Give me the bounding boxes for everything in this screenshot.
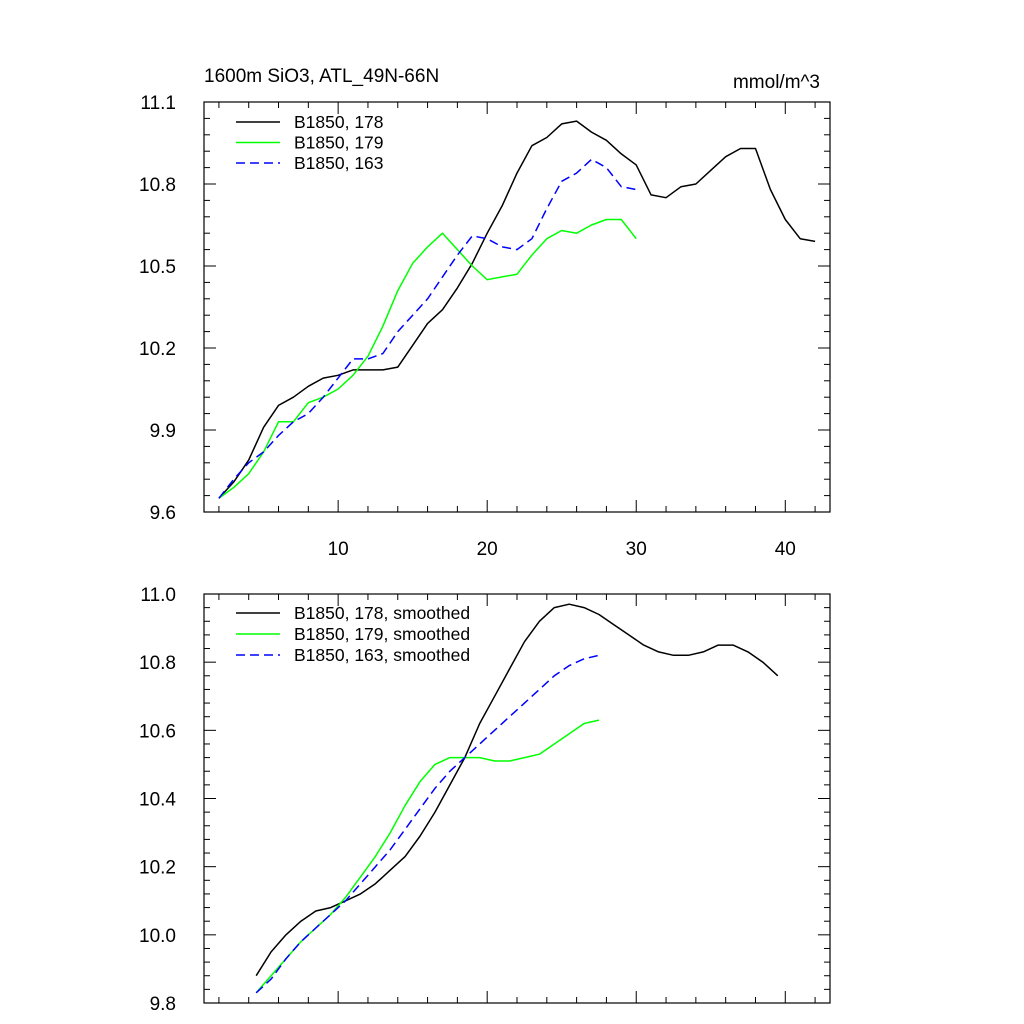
legend-label: B1850, 163	[294, 153, 384, 173]
y-tick-label: 10.0	[139, 926, 176, 947]
y-tick-label: 10.8	[139, 653, 176, 674]
legend-label: B1850, 179, smoothed	[294, 624, 470, 644]
legend-label: B1850, 179	[294, 133, 384, 153]
y-tick-label: 11.1	[140, 93, 176, 114]
series-line-1	[218, 120, 816, 499]
series-line-2	[255, 719, 600, 994]
series-line-3	[255, 654, 600, 994]
chart-panel-1: 10 20 30 40 9.6 9.9 10.2 10.5 10.8 11.1 1600m SiO3…	[139, 66, 831, 560]
legend-label: B1850, 163, smoothed	[294, 645, 470, 665]
units-label: mmol/m^3	[733, 72, 820, 93]
y-tick-label: 10.8	[139, 175, 176, 196]
series-line-2	[218, 218, 637, 499]
legend-label: B1850, 178	[294, 112, 384, 132]
x-tick-label: 30	[626, 539, 647, 560]
chart-title: 1600m SiO3, ATL_49N-66N	[204, 66, 439, 87]
y-tick-label: 9.8	[150, 994, 176, 1015]
y-tick-label: 11.0	[140, 585, 176, 606]
y-tick-label: 10.5	[139, 257, 176, 278]
legend-label: B1850, 178, smoothed	[294, 603, 470, 623]
y-tick-label: 10.2	[139, 858, 176, 879]
y-tick-label: 10.6	[139, 721, 176, 742]
x-tick-label: 20	[477, 539, 498, 560]
x-tick-label: 40	[775, 539, 796, 560]
y-tick-label: 9.6	[150, 503, 176, 524]
series-line-1	[255, 603, 779, 977]
chart-panel-2: 9.8 10.0 10.2 10.4 10.6 10.8 11.0 B1850, 178, s…	[139, 585, 831, 1015]
y-tick-label: 9.9	[150, 421, 176, 442]
series-line-3	[218, 158, 637, 499]
y-tick-label: 10.2	[139, 339, 176, 360]
x-tick-label: 10	[328, 539, 349, 560]
y-tick-label: 10.4	[139, 790, 176, 811]
